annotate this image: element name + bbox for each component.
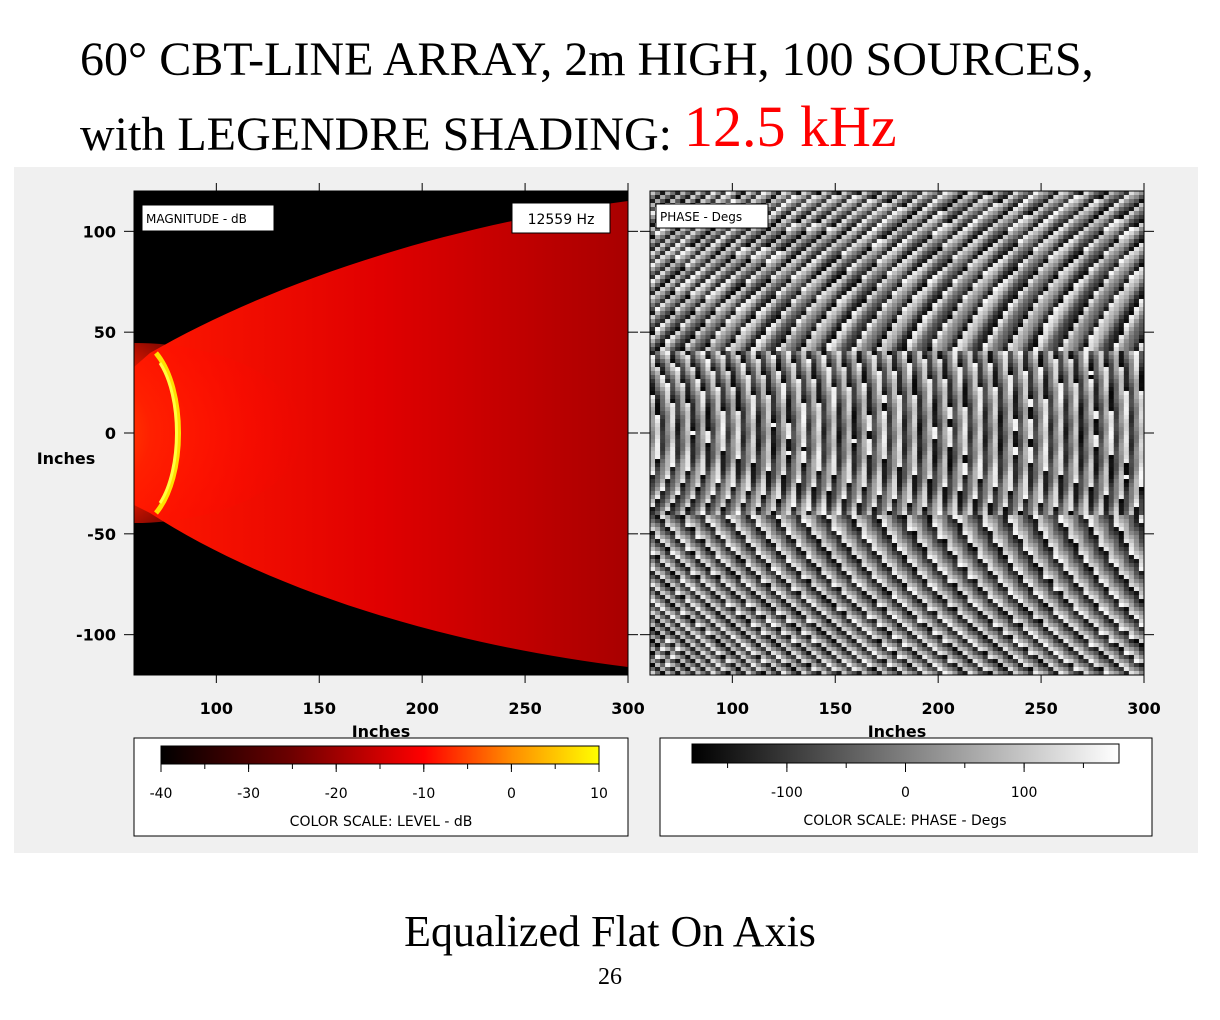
level-tick-label: -40 bbox=[150, 786, 173, 802]
level-tick-label: 0 bbox=[507, 786, 516, 802]
slide-title-text: with LEGENDRE SHADING: bbox=[80, 108, 672, 161]
phase-colorbar-label: COLOR SCALE: PHASE - Degs bbox=[803, 813, 1006, 829]
x-tick-label: 250 bbox=[508, 699, 541, 718]
phase-plot: PHASE - Degs bbox=[649, 190, 1145, 676]
phase-colorbar: -100 0 100 COLOR SCALE: PHASE - Degs bbox=[659, 737, 1153, 837]
page-number: 26 bbox=[598, 964, 622, 990]
slide-title-line2: with LEGENDRE SHADING: 12.5 kHz bbox=[80, 98, 897, 161]
phase-title-box: PHASE - Degs bbox=[655, 203, 769, 229]
magnitude-beam bbox=[134, 201, 628, 667]
level-tick-label: 10 bbox=[590, 786, 608, 802]
level-colorbar-label: COLOR SCALE: LEVEL - dB bbox=[290, 814, 473, 830]
magnitude-x-axis-label: Inches bbox=[352, 722, 411, 741]
phase-title: PHASE - Degs bbox=[660, 210, 742, 224]
magnitude-plot: MAGNITUDE - dB 12559 Hz bbox=[133, 190, 629, 676]
level-colorbar-ticks: -40 -30 -20 -10 0 10 bbox=[150, 764, 608, 802]
x-tick-label: 150 bbox=[819, 699, 852, 718]
axes-group: 100 150 200 250 300 100 50 0 -50 -100 100 150 200 250… bbox=[76, 183, 1161, 718]
level-tick-label: -20 bbox=[325, 786, 348, 802]
level-colorbar-gradient bbox=[160, 745, 600, 765]
plot-panel: MAGNITUDE - dB 12559 Hz PHASE - Degs 100… bbox=[14, 167, 1198, 853]
magnitude-focus-arc bbox=[154, 351, 181, 515]
x-tick-label: 100 bbox=[716, 699, 749, 718]
phase-colorbar-gradient bbox=[691, 743, 1120, 764]
phase-tick-label: 0 bbox=[901, 785, 910, 801]
y-tick-label: -100 bbox=[76, 626, 116, 645]
x-tick-label: 200 bbox=[921, 699, 954, 718]
x-tick-label: 300 bbox=[611, 699, 644, 718]
slide-title-frequency: 12.5 kHz bbox=[683, 94, 897, 159]
y-tick-label: 100 bbox=[83, 222, 116, 241]
phase-x-axis-label: Inches bbox=[868, 722, 927, 741]
level-tick-label: -30 bbox=[237, 786, 260, 802]
y-tick-label: -50 bbox=[87, 525, 116, 544]
slide-title-line1: 60° CBT-LINE ARRAY, 2m HIGH, 100 SOURCES… bbox=[80, 33, 1094, 86]
level-tick-label: -10 bbox=[412, 786, 435, 802]
phase-colorbar-ticks: -100 0 100 bbox=[727, 763, 1084, 801]
frequency-annotation-box: 12559 Hz bbox=[511, 202, 611, 234]
frequency-annotation: 12559 Hz bbox=[528, 212, 595, 228]
magnitude-title-box: MAGNITUDE - dB bbox=[141, 204, 275, 232]
x-tick-label: 100 bbox=[200, 699, 233, 718]
x-tick-label: 200 bbox=[405, 699, 438, 718]
slide-subtitle: Equalized Flat On Axis bbox=[404, 907, 816, 956]
level-colorbar: -40 -30 -20 -10 0 10 COLOR SCALE: LEVEL - dB bbox=[133, 737, 629, 837]
magnitude-title: MAGNITUDE - dB bbox=[146, 212, 247, 226]
phase-tick-label: -100 bbox=[771, 785, 803, 801]
magnitude-hotspot bbox=[134, 343, 304, 523]
phase-tick-label: 100 bbox=[1011, 785, 1038, 801]
x-tick-label: 300 bbox=[1127, 699, 1160, 718]
y-axis-label: Inches bbox=[37, 449, 96, 468]
phase-pattern bbox=[650, 191, 1144, 675]
magnitude-focus-arc-core bbox=[158, 362, 178, 504]
y-tick-label: 50 bbox=[94, 323, 116, 342]
x-tick-label: 150 bbox=[303, 699, 336, 718]
plots-canvas: MAGNITUDE - dB 12559 Hz PHASE - Degs 100… bbox=[37, 183, 1161, 837]
x-tick-label: 250 bbox=[1024, 699, 1057, 718]
y-tick-label: 0 bbox=[105, 424, 116, 443]
